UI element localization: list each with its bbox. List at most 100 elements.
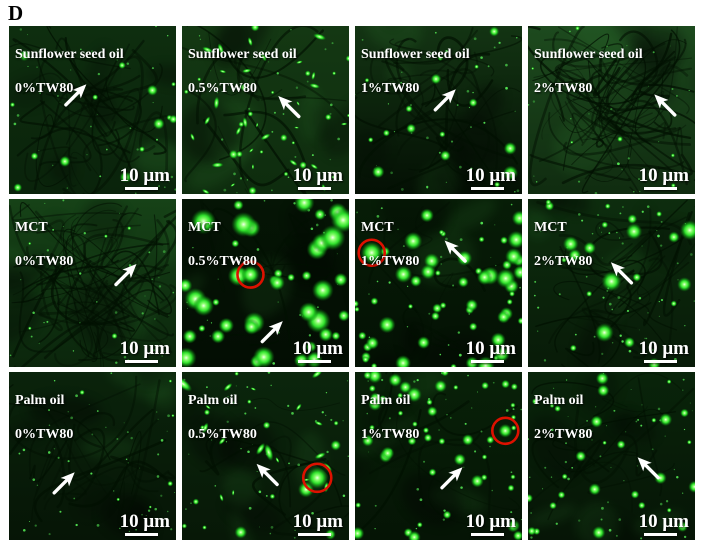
sample-label: Palm oil 2%TW80 <box>534 375 592 460</box>
oil-name-label: Palm oil <box>361 393 411 409</box>
scale-bar-label: 10 μm <box>638 338 689 359</box>
scale-bar-line <box>298 360 331 363</box>
scale-bar-line <box>471 187 504 190</box>
micrograph-sunflower-1tw80: Sunflower seed oil 1%TW80 10 μm <box>355 26 522 194</box>
surfactant-level-label: 0%TW80 <box>15 427 74 443</box>
micrograph-mct-0tw80: MCT 0%TW80 10 μm <box>9 199 176 367</box>
pointer-arrow-icon <box>64 84 87 107</box>
scale-bar-group: 10 μm <box>293 339 343 364</box>
surfactant-level-label: 1%TW80 <box>361 254 420 270</box>
micrograph-image-sunflower-0tw80 <box>9 26 176 194</box>
pointer-arrow-icon <box>52 472 75 495</box>
scale-bar-group: 10 μm <box>120 339 170 364</box>
micrograph-image-sunflower-2tw80 <box>528 26 695 194</box>
micrograph-image-palm-1tw80 <box>355 372 522 540</box>
scale-bar-line <box>644 360 677 363</box>
surfactant-level-label: 2%TW80 <box>534 81 593 97</box>
pointer-arrow-icon <box>114 263 137 287</box>
micrograph-mct-05tw80: MCT 0.5%TW80 10 μm <box>182 199 349 367</box>
scale-bar-line <box>298 533 331 536</box>
oil-name-label: Sunflower seed oil <box>15 47 124 63</box>
scale-bar-label: 10 μm <box>119 165 170 186</box>
sample-label: Palm oil 0.5%TW80 <box>188 375 257 460</box>
micrograph-mct-1tw80: MCT 1%TW80 10 μm <box>355 199 522 367</box>
micrograph-sunflower-05tw80: Sunflower seed oil 0.5%TW80 10 μm <box>182 26 349 194</box>
scale-bar-group: 10 μm <box>466 339 516 364</box>
scale-bar-group: 10 μm <box>639 166 689 191</box>
surfactant-level-label: 0.5%TW80 <box>188 254 257 270</box>
red-annotation-circle <box>301 462 333 494</box>
micrograph-image-palm-05tw80 <box>182 372 349 540</box>
micrograph-sunflower-2tw80: Sunflower seed oil 2%TW80 10 μm <box>528 26 695 194</box>
sample-label: MCT 1%TW80 <box>361 202 419 287</box>
pointer-arrow-icon <box>654 94 677 117</box>
scale-bar-group: 10 μm <box>466 512 516 537</box>
micrograph-image-mct-2tw80 <box>528 199 695 367</box>
scale-bar-group: 10 μm <box>639 512 689 537</box>
highlighted-droplet <box>498 423 513 438</box>
scale-bar-group: 10 μm <box>120 166 170 191</box>
scale-bar-label: 10 μm <box>465 511 516 532</box>
micrograph-image-mct-1tw80 <box>355 199 522 367</box>
pointer-arrow-icon <box>433 89 456 112</box>
scale-bar-label: 10 μm <box>465 338 516 359</box>
oil-name-label: Palm oil <box>534 393 584 409</box>
surfactant-level-label: 2%TW80 <box>534 427 593 443</box>
pointer-arrow-icon <box>278 95 301 119</box>
oil-name-label: Sunflower seed oil <box>534 47 643 63</box>
scale-bar-label: 10 μm <box>119 511 170 532</box>
scale-bar-line <box>644 533 677 536</box>
sample-label: Palm oil 1%TW80 <box>361 375 419 460</box>
oil-name-label: MCT <box>15 220 48 236</box>
micrograph-palm-1tw80: Palm oil 1%TW80 10 μm <box>355 372 522 540</box>
sample-label: Sunflower seed oil 2%TW80 <box>534 29 643 114</box>
scale-bar-group: 10 μm <box>293 512 343 537</box>
micrograph-image-palm-0tw80 <box>9 372 176 540</box>
micrograph-sunflower-0tw80: Sunflower seed oil 0%TW80 10 μm <box>9 26 176 194</box>
micrograph-image-mct-0tw80 <box>9 199 176 367</box>
highlighted-droplet <box>241 265 260 284</box>
oil-name-label: Sunflower seed oil <box>361 47 470 63</box>
sample-label: Sunflower seed oil 0%TW80 <box>15 29 124 114</box>
scale-bar-label: 10 μm <box>292 511 343 532</box>
micrograph-image-palm-2tw80 <box>528 372 695 540</box>
sample-label: MCT 0%TW80 <box>15 202 73 287</box>
scale-bar-line <box>644 187 677 190</box>
oil-name-label: Sunflower seed oil <box>188 47 297 63</box>
oil-name-label: Palm oil <box>15 393 65 409</box>
scale-bar-label: 10 μm <box>292 338 343 359</box>
scale-bar-line <box>298 187 331 190</box>
micrograph-palm-05tw80: Palm oil 0.5%TW80 10 μm <box>182 372 349 540</box>
highlighted-droplet <box>360 241 383 264</box>
oil-name-label: Palm oil <box>188 393 238 409</box>
micrograph-palm-2tw80: Palm oil 2%TW80 10 μm <box>528 372 695 540</box>
surfactant-level-label: 0%TW80 <box>15 81 74 97</box>
pointer-arrow-icon <box>260 321 283 344</box>
scale-bar-label: 10 μm <box>465 165 516 186</box>
surfactant-level-label: 1%TW80 <box>361 81 420 97</box>
pointer-arrow-icon <box>256 463 279 487</box>
pointer-arrow-icon <box>637 457 660 480</box>
micrograph-image-mct-05tw80 <box>182 199 349 367</box>
scale-bar-label: 10 μm <box>638 165 689 186</box>
scale-bar-line <box>471 533 504 536</box>
micrograph-mct-2tw80: MCT 2%TW80 10 μm <box>528 199 695 367</box>
surfactant-level-label: 0.5%TW80 <box>188 427 257 443</box>
pointer-arrow-icon <box>610 262 634 285</box>
red-annotation-circle <box>357 238 387 268</box>
pointer-arrow-icon <box>440 467 463 490</box>
scale-bar-line <box>471 360 504 363</box>
red-annotation-circle <box>491 416 520 446</box>
micrograph-grid: Sunflower seed oil 0%TW80 10 μm Sunflowe… <box>9 26 695 540</box>
scale-bar-line <box>125 187 158 190</box>
surfactant-level-label: 0%TW80 <box>15 254 74 270</box>
micrograph-image-sunflower-1tw80 <box>355 26 522 194</box>
pointer-arrow-icon <box>444 240 467 263</box>
panel-letter: D <box>8 1 24 25</box>
sample-label: Sunflower seed oil 1%TW80 <box>361 29 470 114</box>
oil-name-label: MCT <box>361 220 394 236</box>
scale-bar-line <box>125 360 158 363</box>
scale-bar-group: 10 μm <box>639 339 689 364</box>
oil-name-label: MCT <box>534 220 567 236</box>
sample-label: Sunflower seed oil 0.5%TW80 <box>188 29 297 114</box>
